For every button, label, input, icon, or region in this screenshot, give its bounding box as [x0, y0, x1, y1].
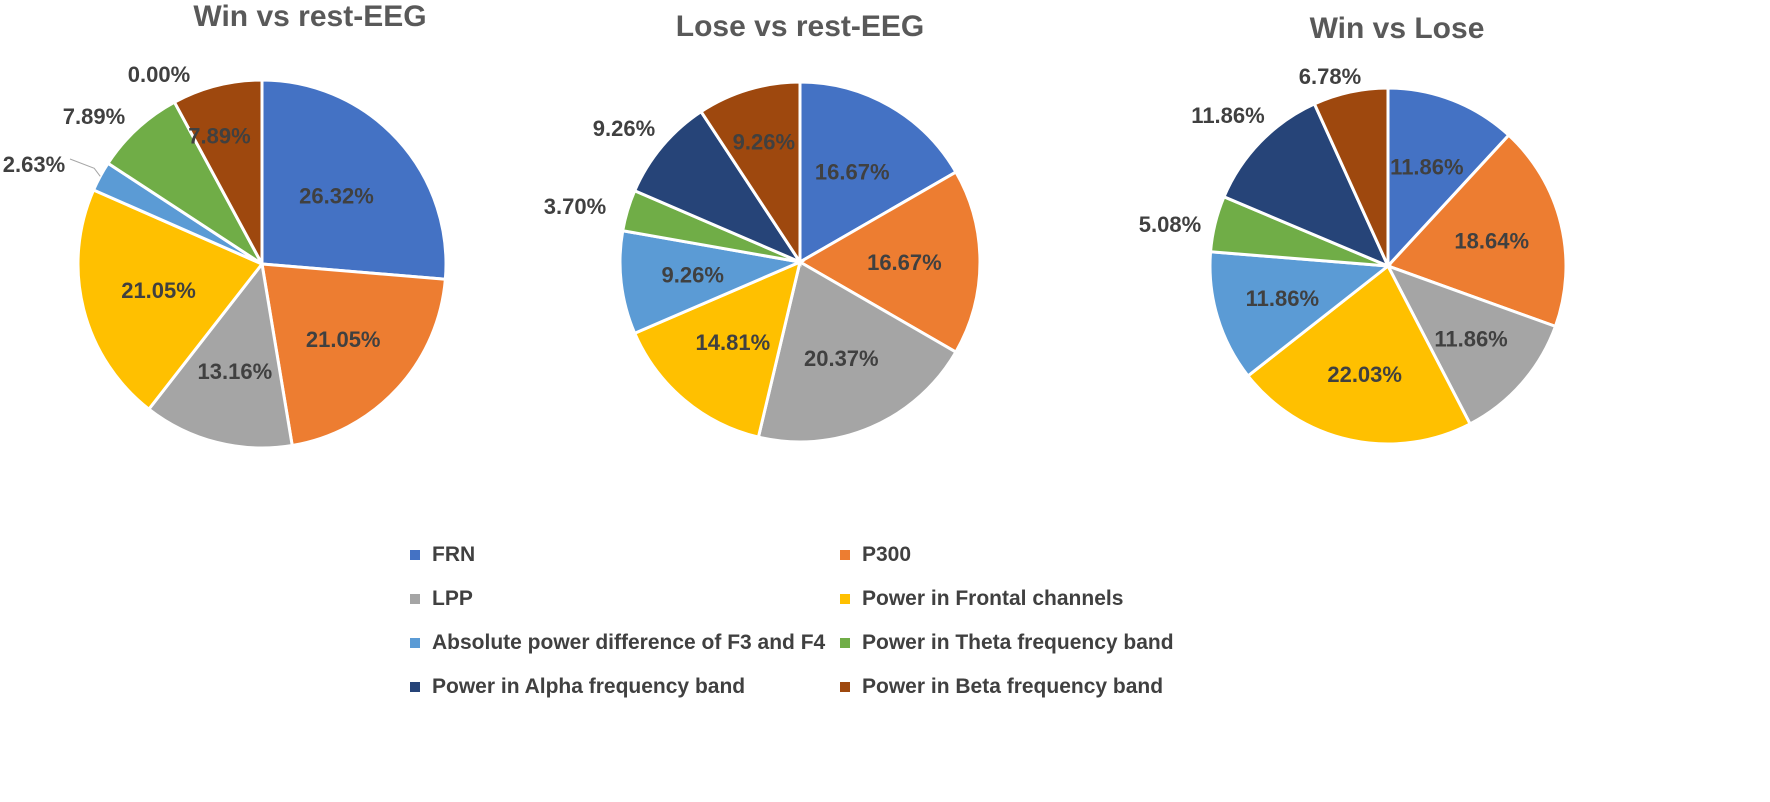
legend-item-P300: P300 [840, 540, 911, 570]
data-label-beta: 7.89% [188, 124, 250, 149]
data-label-theta: 7.89% [63, 104, 125, 129]
chart-title: Win vs Lose [1310, 12, 1485, 45]
data-label-alpha: 11.86% [1191, 103, 1264, 128]
data-label-FRN: 11.86% [1390, 155, 1463, 180]
pie-slice-beta [172, 78, 264, 265]
data-label-LPP: 13.16% [198, 359, 273, 384]
pie-slice-beta [1312, 86, 1390, 267]
legend-swatch [840, 550, 850, 560]
pie-slice-frontal [632, 259, 803, 439]
legend-swatch [410, 594, 420, 604]
pie-slice-theta [105, 100, 264, 266]
legend-label: Power in Alpha frequency band [432, 675, 746, 698]
data-label-absdiff: 2.63% [3, 152, 65, 177]
data-label-theta: 5.08% [1139, 212, 1201, 237]
data-label-P300: 16.67% [867, 250, 942, 275]
data-label-frontal: 14.81% [696, 330, 771, 355]
legend-item-FRN: FRN [410, 540, 475, 570]
legend-item-absdiff: Absolute power difference of F3 and F4 [410, 628, 825, 658]
pie-slice-LPP [1384, 263, 1558, 426]
legend-label: Absolute power difference of F3 and F4 [432, 631, 826, 654]
pie-slice-P300 [797, 169, 982, 355]
legend-item-theta: Power in Theta frequency band [840, 628, 1174, 658]
legend-swatch [840, 682, 850, 692]
chart-title: Win vs rest-EEG [193, 0, 426, 33]
data-label-LPP: 20.37% [804, 346, 879, 371]
data-label-P300: 18.64% [1454, 229, 1529, 254]
data-label-FRN: 16.67% [815, 160, 890, 185]
data-label-FRN: 26.32% [299, 183, 374, 208]
legend-label: Power in Beta frequency band [862, 675, 1164, 698]
data-label-absdiff: 9.26% [662, 263, 724, 288]
leader-line [69, 158, 101, 177]
pie-slice-alpha [1222, 101, 1391, 269]
legend-swatch [410, 550, 420, 560]
data-label-frontal: 21.05% [121, 278, 196, 303]
pie-slice-LPP [146, 260, 294, 450]
legend-label: Power in Theta frequency band [862, 631, 1174, 654]
pie-slice-P300 [1385, 133, 1568, 329]
legend-item-beta: Power in Beta frequency band [840, 672, 1163, 702]
pie-slice-beta [699, 80, 802, 268]
pie-slice-FRN [1386, 86, 1511, 270]
data-label-P300: 21.05% [306, 327, 381, 352]
pie-slice-P300 [260, 262, 447, 448]
legend-swatch [410, 638, 420, 648]
pie-chart-2: Lose vs rest-EEG 16.67% 16.67% 20.37% 14.81%… [544, 10, 982, 444]
pie-slice-FRN [260, 78, 448, 281]
pie-charts-canvas: Win vs rest-EEG 26.32% 21.05% 13.16% 21.05% 2… [3, 0, 1568, 450]
pie-chart-3: Win vs Lose 11.86% 18.64% 11.86% 22.03% 11.86… [1139, 12, 1568, 446]
chart-title: Lose vs rest-EEG [676, 10, 924, 43]
pie-slice-LPP [756, 259, 958, 444]
legend-item-LPP: LPP [410, 584, 473, 614]
data-label-beta: 6.78% [1299, 64, 1361, 89]
legend-swatch [840, 594, 850, 604]
pie-slice-frontal [1245, 263, 1473, 446]
legend-label: Power in Frontal channels [862, 587, 1124, 610]
data-label-alpha: 0.00% [128, 62, 190, 87]
data-label-frontal: 22.03% [1327, 362, 1402, 387]
data-label-beta: 9.26% [733, 129, 795, 154]
pie-slice-FRN [798, 80, 958, 265]
pie-slice-absdiff [1208, 250, 1392, 379]
legend-label: LPP [432, 587, 473, 610]
data-label-absdiff: 11.86% [1246, 286, 1319, 311]
data-label-theta: 3.70% [544, 194, 606, 219]
legend-label: P300 [862, 543, 912, 566]
legend-swatch [410, 682, 420, 692]
pie-slice-alpha [632, 109, 805, 266]
pie-slice-absdiff [618, 228, 806, 336]
data-label-alpha: 9.26% [593, 116, 655, 141]
legend-item-frontal: Power in Frontal channels [840, 584, 1123, 614]
legend-label: FRN [432, 543, 476, 566]
legend-item-alpha: Power in Alpha frequency band [410, 672, 745, 702]
data-label-LPP: 11.86% [1434, 327, 1507, 352]
legend-swatch [840, 638, 850, 648]
pie-chart-1: Win vs rest-EEG 26.32% 21.05% 13.16% 21.05% 2… [3, 0, 448, 450]
